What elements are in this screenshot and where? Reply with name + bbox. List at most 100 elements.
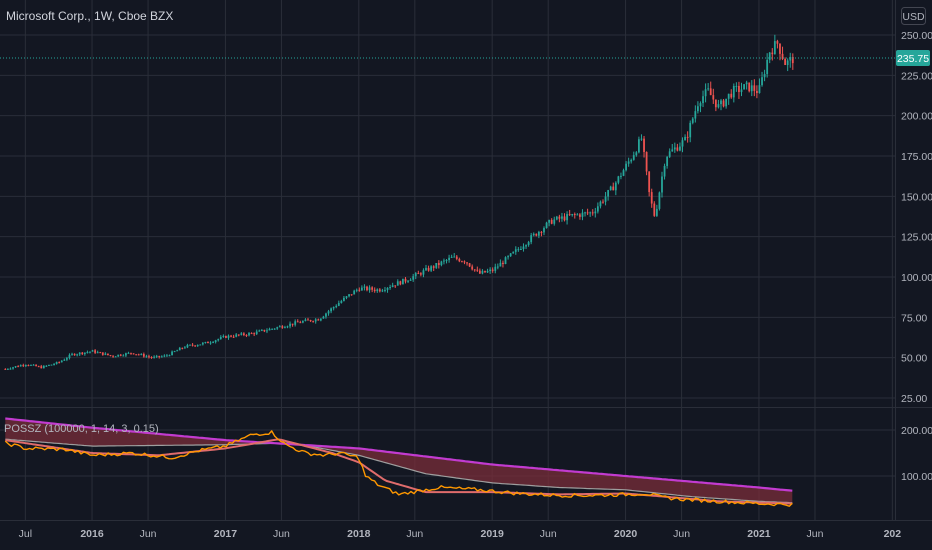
candle-body xyxy=(360,287,363,291)
candle-body xyxy=(776,41,779,44)
candle-body xyxy=(468,263,471,267)
candle-body xyxy=(204,342,207,344)
candle-body xyxy=(579,214,581,217)
candle-body xyxy=(599,201,602,207)
candle-body xyxy=(299,322,302,324)
time-tick-label: 202 xyxy=(884,528,902,540)
osc-slow-line xyxy=(5,438,793,504)
candle-body xyxy=(94,350,97,353)
candle-body xyxy=(419,273,422,275)
candle-body xyxy=(399,281,402,285)
candle-body xyxy=(27,365,30,367)
candle-body xyxy=(714,99,717,108)
price-tick-label: 100.00 xyxy=(901,272,932,284)
candle-body xyxy=(65,358,68,360)
indicator-title[interactable]: POSSZ (100000, 1, 14, 3, 0.15) xyxy=(4,423,159,435)
candle-body xyxy=(650,192,653,204)
candle-body xyxy=(540,231,543,233)
candle-body xyxy=(638,139,640,153)
time-axis[interactable]: Jul 2016 Jun 2017 Jun 2018 Jun 2019 Jun 2020 Jun 20… xyxy=(19,528,902,540)
candle-body xyxy=(402,278,404,285)
candle-body xyxy=(666,156,669,166)
candle-body xyxy=(689,122,692,138)
candle-body xyxy=(499,262,502,267)
oscillator-axis[interactable]: 100.00 200.00 xyxy=(901,425,932,483)
candle-body xyxy=(476,269,479,271)
candle-body xyxy=(132,353,135,355)
candle-body xyxy=(91,350,94,352)
candle-body xyxy=(766,59,769,75)
candle-body xyxy=(620,175,622,177)
candle-body xyxy=(350,294,353,296)
price-axis[interactable]: 25.00 50.00 75.00 100.00 125.00 150.00 175.00 2… xyxy=(901,30,932,405)
candle-body xyxy=(684,136,686,141)
candle-body xyxy=(548,219,551,223)
candle-body xyxy=(502,262,504,264)
candle-body xyxy=(586,212,589,214)
candle-body xyxy=(784,58,787,65)
candle-body xyxy=(517,249,520,251)
price-tick-label: 25.00 xyxy=(901,393,927,405)
candle-body xyxy=(222,336,225,338)
candle-body xyxy=(117,354,120,357)
candle-body xyxy=(232,336,235,338)
candle-body xyxy=(661,176,663,193)
candle-body xyxy=(124,353,127,356)
candle-body xyxy=(266,330,268,332)
candle-body xyxy=(407,280,409,282)
candle-body xyxy=(414,273,417,277)
currency-badge[interactable]: USD xyxy=(902,11,925,23)
candle-body xyxy=(691,118,694,123)
symbol-title[interactable]: Microsoft Corp., 1W, Cboe BZX xyxy=(6,9,173,23)
candle-body xyxy=(83,352,86,355)
candle-body xyxy=(384,289,386,291)
candle-body xyxy=(107,353,109,356)
candle-body xyxy=(514,249,517,252)
candle-body xyxy=(317,319,320,321)
candle-body xyxy=(473,269,476,271)
candle-body xyxy=(504,257,507,264)
price-tick-label: 125.00 xyxy=(901,232,932,244)
candle-body xyxy=(301,321,304,323)
candle-body xyxy=(14,366,17,368)
candle-body xyxy=(9,368,12,370)
candle-body xyxy=(484,270,486,273)
candle-body xyxy=(278,326,281,328)
candle-body xyxy=(150,357,153,359)
candle-body xyxy=(343,297,345,301)
candle-body xyxy=(717,104,720,108)
candle-body xyxy=(581,212,584,217)
candle-body xyxy=(194,345,197,347)
candle-body xyxy=(761,77,763,86)
time-tick-label: 2019 xyxy=(481,528,505,540)
candle-body xyxy=(389,287,391,289)
candle-body xyxy=(532,233,535,236)
candle-body xyxy=(440,261,443,266)
candle-body xyxy=(758,85,761,94)
price-tick-label: 250.00 xyxy=(901,30,932,42)
candle-body xyxy=(404,278,407,282)
candle-body xyxy=(319,318,322,321)
candle-body xyxy=(779,43,781,54)
candle-body xyxy=(537,231,540,236)
candle-body xyxy=(183,347,186,349)
candle-body xyxy=(704,89,707,97)
candle-body xyxy=(235,334,238,337)
candle-body xyxy=(509,253,512,257)
candle-body xyxy=(109,355,112,357)
candle-body xyxy=(396,281,399,286)
candle-body xyxy=(340,300,343,303)
candle-body xyxy=(614,182,617,191)
candle-body xyxy=(576,214,579,216)
candle-body xyxy=(496,266,499,268)
price-tick-label: 75.00 xyxy=(901,312,927,324)
candle-body xyxy=(171,351,173,356)
candle-body xyxy=(381,290,384,292)
candle-body xyxy=(119,354,122,356)
candle-body xyxy=(435,262,438,268)
candle-body xyxy=(394,285,397,287)
candle-body xyxy=(471,266,474,270)
candle-body xyxy=(325,313,327,317)
candle-body xyxy=(263,329,266,332)
